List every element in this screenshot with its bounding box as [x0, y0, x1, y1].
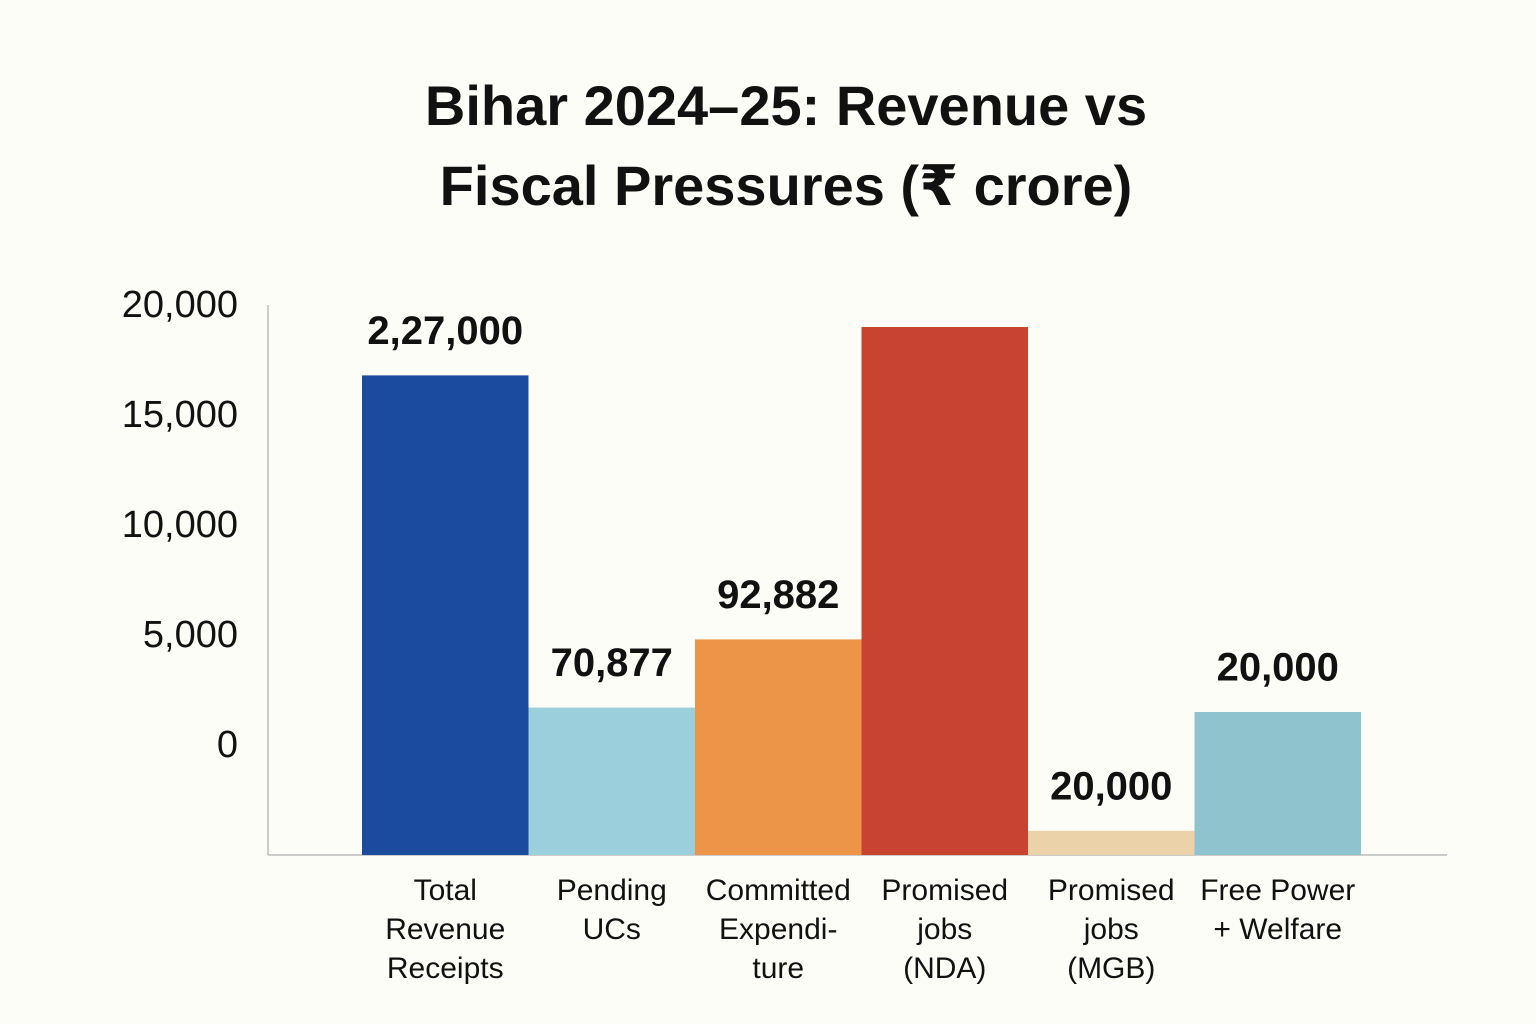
x-tick-label: Free Power + Welfare [1200, 874, 1355, 946]
bar [1028, 830, 1195, 855]
y-tick-label: 10,000 [122, 504, 238, 546]
y-tick-label: 5,000 [143, 614, 238, 656]
bar-annotation: 20,000 [1217, 646, 1339, 690]
x-tick-label: Committed Expendi-ture [706, 874, 851, 985]
bar [528, 707, 695, 855]
y-tick-label: 0 [217, 724, 238, 766]
x-tick-label: Total Revenue Receipts [385, 874, 505, 985]
y-tick-label: 20,000 [122, 284, 238, 326]
y-tick-label: 15,000 [122, 394, 238, 436]
bar-annotation: 2,27,000 [367, 309, 523, 353]
bar-annotation: 92,882 [717, 573, 839, 617]
chart-title: Bihar 2024–25: Revenue vs Fiscal Pressure… [425, 74, 1147, 217]
bar [695, 639, 862, 855]
bar-annotation: 20,000 [1050, 764, 1172, 808]
bar-annotation: 70,877 [551, 641, 673, 685]
bar [861, 327, 1028, 855]
bar [362, 375, 529, 855]
x-tick-label: Promised jobs (NDA) [881, 874, 1008, 985]
x-tick-label: Pending UCs [557, 874, 667, 946]
bar [1194, 712, 1361, 855]
x-tick-label: Promised jobs (MGB) [1048, 874, 1175, 985]
